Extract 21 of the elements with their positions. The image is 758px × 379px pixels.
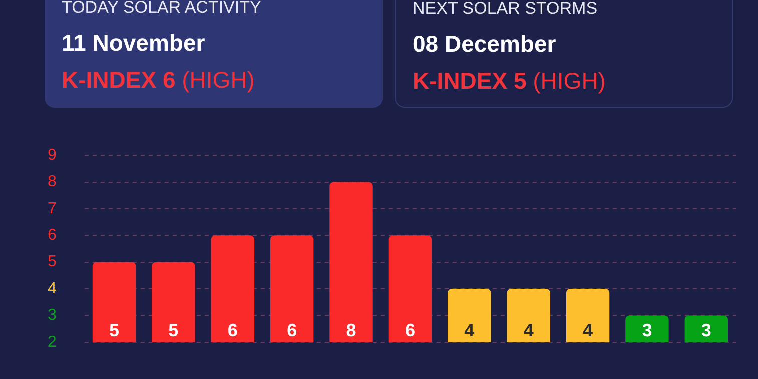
y-tick-label: 9	[48, 147, 57, 164]
data-label: 3	[701, 320, 712, 340]
y-tick-label: 5	[48, 254, 57, 271]
data-label: 4	[464, 320, 475, 340]
y-tick-label: 4	[48, 280, 57, 298]
data-label: 4	[583, 320, 594, 340]
info-card: NEXT SOLAR STORMS 08 December K-INDEX 5 (HIGH)	[395, 0, 733, 108]
y-tick-label: 3	[48, 307, 57, 324]
data-label: 3	[642, 320, 652, 340]
y-tick-label: 7	[48, 200, 57, 218]
data-label: 6	[228, 320, 238, 340]
info-card: TODAY SOLAR ACTIVITY 11 November K-INDEX 6 (HIGH)	[45, 0, 383, 108]
data-label: 6	[287, 320, 298, 340]
y-tick-label: 6	[48, 227, 57, 244]
data-label: 5	[168, 320, 179, 340]
data-label: 6	[405, 320, 416, 340]
y-tick-label: 8	[48, 174, 57, 191]
data-label: 4	[524, 320, 534, 340]
y-tick-label: 2	[48, 334, 57, 351]
data-label: 8	[346, 320, 356, 340]
data-label: 5	[109, 320, 120, 340]
